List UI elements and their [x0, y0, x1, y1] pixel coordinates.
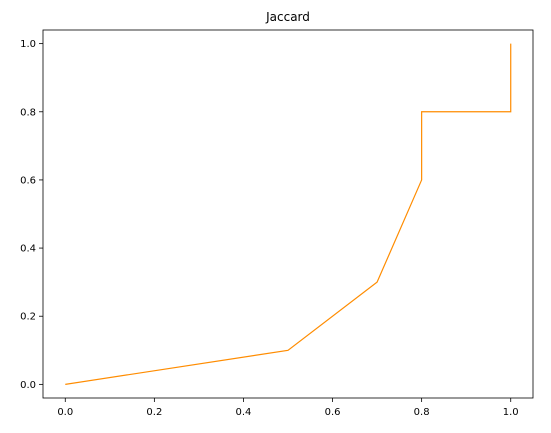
y-tick-label: 1.0: [20, 39, 36, 50]
series-line-0: [65, 43, 512, 385]
x-tick-label: 0.2: [146, 407, 162, 418]
x-tick-label: 0.8: [414, 407, 430, 418]
x-tick-label: 1.0: [503, 407, 519, 418]
y-tick-label: 0.0: [20, 380, 36, 391]
x-tick-label: 0.4: [236, 407, 252, 418]
y-tick-label: 0.4: [20, 244, 36, 255]
y-tick-label: 0.8: [20, 107, 36, 118]
x-tick-label: 0.0: [57, 407, 73, 418]
y-tick-label: 0.6: [20, 175, 36, 186]
y-tick-label: 0.2: [20, 312, 36, 323]
chart-title: Jaccard: [265, 10, 310, 24]
axes-frame: [42, 29, 534, 399]
plot-area: 0.0 0.2 0.4 0.6 0.8 1.0 0.0 0.2 0.4 0.6 0.8 1.0: [20, 29, 534, 418]
x-tick-label: 0.6: [325, 407, 341, 418]
